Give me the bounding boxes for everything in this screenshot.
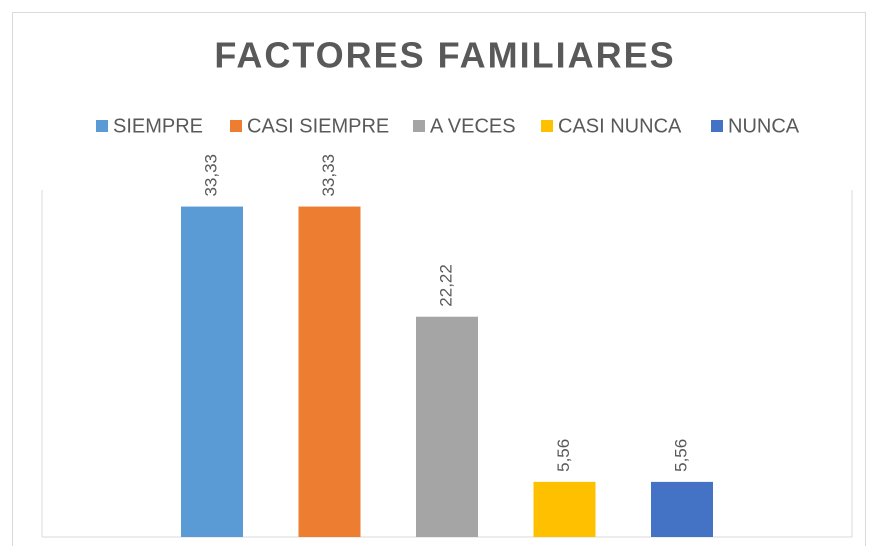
bar bbox=[416, 316, 478, 537]
bar bbox=[651, 481, 713, 537]
legend-label: CASI SIEMPRE bbox=[247, 115, 389, 137]
value-label: 5,56 bbox=[554, 439, 573, 472]
legend-swatch bbox=[230, 120, 242, 132]
value-label: 33,33 bbox=[319, 154, 338, 197]
legend-label: NUNCA bbox=[728, 115, 800, 137]
legend-swatch bbox=[541, 120, 553, 132]
bar bbox=[298, 206, 361, 537]
legend-swatch bbox=[413, 120, 425, 132]
legend-label: SIEMPRE bbox=[113, 115, 203, 137]
value-label: 5,56 bbox=[671, 439, 690, 472]
chart-border bbox=[12, 12, 866, 546]
legend-swatch bbox=[96, 120, 108, 132]
legend-swatch bbox=[711, 120, 723, 132]
legend-label: CASI NUNCA bbox=[558, 115, 682, 137]
bar bbox=[533, 481, 596, 537]
value-label: 33,33 bbox=[201, 154, 220, 197]
bar bbox=[181, 206, 243, 537]
legend-label: A VECES bbox=[430, 115, 516, 137]
chart-title: FACTORES FAMILIARES bbox=[214, 35, 675, 76]
value-label: 22,22 bbox=[436, 264, 455, 307]
